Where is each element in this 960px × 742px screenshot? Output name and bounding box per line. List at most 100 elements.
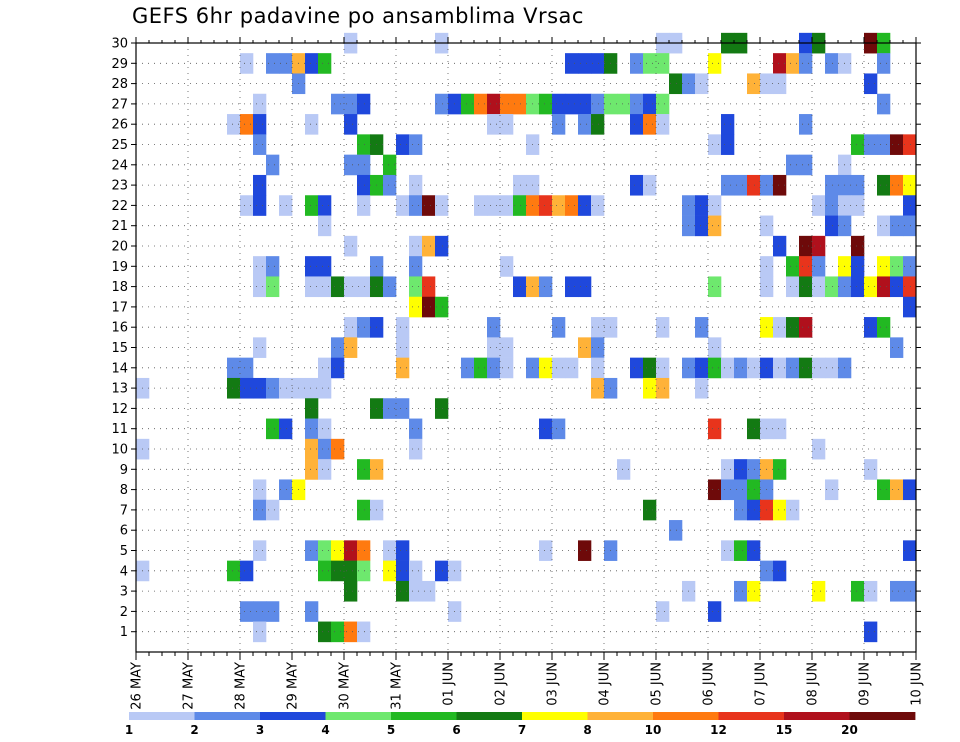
heatmap-cell	[305, 195, 319, 216]
heatmap-cell	[266, 276, 280, 298]
heatmap-cell	[396, 357, 410, 379]
y-tick-label: 10	[111, 443, 128, 458]
colorbar-legend: 1 2 3 4 5 6 7 8 10 12 15 20	[125, 712, 916, 737]
heatmap-cell	[877, 134, 891, 155]
heatmap-cell	[513, 93, 527, 115]
x-tick-label: 08 JUN	[806, 662, 821, 706]
heatmap-cell	[253, 540, 267, 561]
y-tick-label: 2	[120, 605, 128, 620]
heatmap-cell	[708, 357, 722, 379]
heatmap-cell	[461, 93, 475, 115]
heatmap-cell	[773, 235, 787, 257]
y-tick-label: 14	[111, 361, 128, 376]
x-tick-label: 30 MAY	[338, 662, 353, 710]
heatmap-cell	[786, 154, 800, 176]
heatmap-cell	[409, 276, 423, 298]
heatmap-cell	[799, 357, 813, 379]
y-tick-label: 5	[120, 544, 128, 559]
legend-label: 7	[518, 723, 526, 737]
y-tick-label: 7	[120, 503, 128, 518]
heatmap-cell	[578, 114, 592, 135]
heatmap-cell	[890, 276, 904, 298]
x-tick-label: 07 JUN	[754, 662, 769, 706]
heatmap-cell	[422, 580, 436, 602]
heatmap-cell	[253, 621, 267, 643]
heatmap-cell	[773, 418, 787, 440]
heatmap-cell	[279, 195, 293, 216]
heatmap-cell	[435, 296, 449, 318]
heatmap-cell	[318, 53, 332, 74]
heatmap-cell	[240, 114, 254, 135]
heatmap-cell	[617, 93, 631, 115]
heatmap-cell	[474, 195, 488, 216]
heatmap-cell	[409, 418, 423, 440]
heatmap-cell	[409, 174, 423, 196]
y-tick-label: 4	[120, 564, 128, 579]
heatmap-cell	[799, 235, 813, 257]
heatmap-cell	[487, 195, 501, 216]
y-tick-label: 3	[120, 585, 128, 600]
heatmap-cell	[539, 540, 553, 561]
heatmap-cell	[383, 398, 397, 419]
heatmap-cell	[617, 459, 631, 480]
heatmap-cell	[773, 459, 787, 480]
heatmap-cell	[435, 93, 449, 115]
heatmap-cell	[396, 560, 410, 582]
heatmap-cell	[591, 337, 605, 358]
x-tick-label: 01 JUN	[442, 662, 457, 706]
heatmap-cell	[656, 53, 670, 74]
heatmap-cell	[877, 93, 891, 115]
heatmap-cell	[721, 174, 735, 196]
heatmap-cell	[318, 256, 332, 277]
heatmap-cell	[305, 53, 319, 74]
heatmap-cell	[812, 276, 826, 298]
heatmap-cell	[331, 540, 345, 561]
heatmap-cell	[266, 499, 280, 521]
heatmap-cell	[747, 418, 761, 440]
heatmap-cell	[812, 438, 826, 460]
heatmap-cell	[279, 479, 293, 501]
heatmap-cell	[734, 499, 748, 521]
heatmap-cell	[552, 195, 566, 216]
heatmap-cell	[708, 195, 722, 216]
heatmap-cell	[747, 174, 761, 196]
legend-swatch	[587, 712, 654, 720]
legend-label: 6	[452, 723, 460, 737]
heatmap-cell	[903, 134, 917, 155]
heatmap-cell	[357, 93, 371, 115]
heatmap-cell	[552, 418, 566, 440]
heatmap-cell	[591, 317, 605, 338]
heatmap-cell	[253, 256, 267, 277]
legend-label: 15	[776, 723, 793, 737]
heatmap-cell	[864, 459, 878, 480]
heatmap-cell	[578, 276, 592, 298]
heatmap-cell	[539, 93, 553, 115]
heatmap-cell	[240, 53, 254, 74]
heatmap-cell	[578, 540, 592, 561]
heatmap-cell	[591, 114, 605, 135]
heatmap-cell	[721, 540, 735, 561]
heatmap-cell	[435, 560, 449, 582]
x-tick-label: 31 MAY	[390, 662, 405, 710]
heatmap-cell	[864, 621, 878, 643]
heatmap-cell	[747, 540, 761, 561]
heatmap-cell	[357, 195, 371, 216]
heatmap-cell	[773, 357, 787, 379]
heatmap-cell	[409, 195, 423, 216]
y-tick-label: 9	[120, 463, 128, 478]
heatmap-cell	[240, 377, 254, 399]
heatmap-cell	[695, 73, 709, 95]
heatmap-cell	[877, 479, 891, 501]
heatmap-cell	[812, 256, 826, 277]
heatmap-cell	[409, 560, 423, 582]
heatmap-cell	[461, 357, 475, 379]
heatmap-cell	[786, 53, 800, 74]
y-tick-label: 19	[111, 260, 128, 275]
y-tick-label: 15	[111, 341, 128, 356]
legend-label: 8	[583, 723, 591, 737]
legend-swatch	[784, 712, 850, 720]
heatmap-cell	[747, 459, 761, 480]
heatmap-cell	[409, 134, 423, 155]
heatmap-cell	[864, 276, 878, 298]
